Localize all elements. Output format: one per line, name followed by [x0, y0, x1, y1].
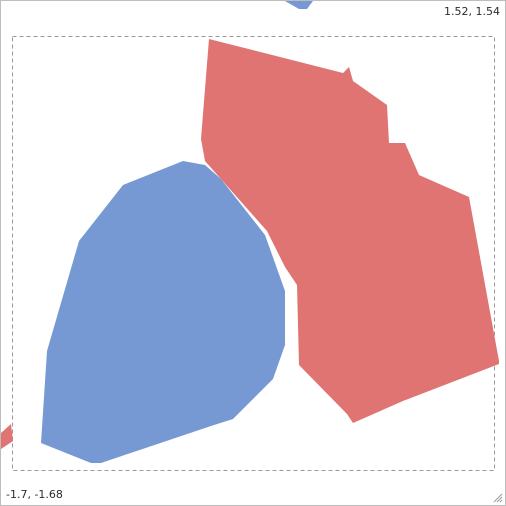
- extent-max-coordinate: 1.52, 1.54: [444, 5, 500, 18]
- red-polygon[interactable]: [201, 39, 499, 423]
- red-polygon-left-fragment[interactable]: [1, 424, 13, 449]
- blue-polygon[interactable]: [41, 161, 285, 463]
- extent-min-coordinate: -1.7, -1.68: [6, 488, 63, 501]
- blue-polygon-top-fragment[interactable]: [285, 1, 313, 9]
- resize-grip-icon[interactable]: [493, 493, 503, 503]
- extent-frame: [12, 36, 495, 471]
